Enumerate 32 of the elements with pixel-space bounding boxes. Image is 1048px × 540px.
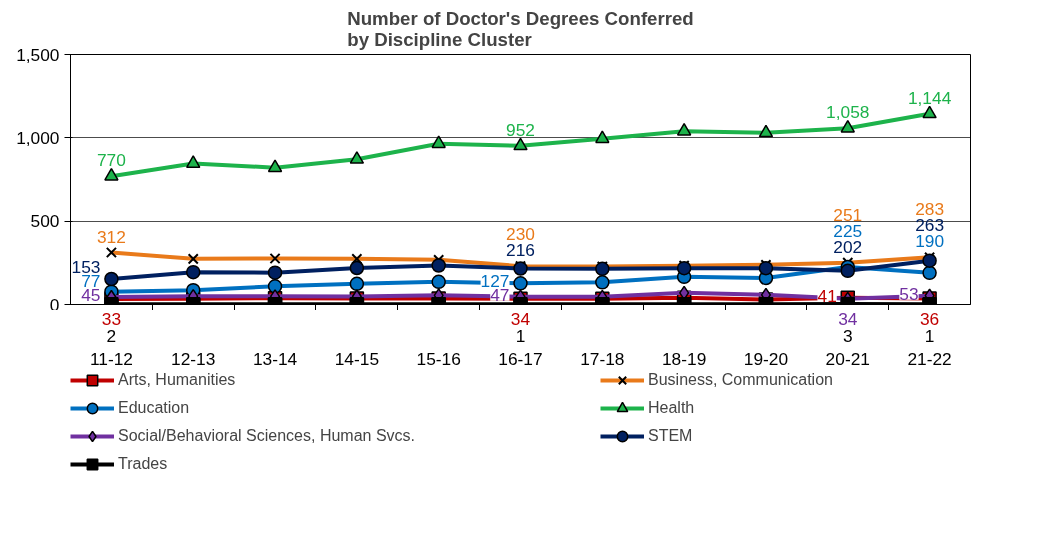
legend-label: Trades — [118, 454, 169, 474]
data-label: 312 — [96, 226, 126, 247]
chart-title: Number of Doctor's Degrees Conferred by Discipline Cluster — [347, 7, 694, 50]
data-label: 952 — [506, 119, 535, 140]
data-label: 770 — [96, 150, 126, 171]
x-tick-label: 12-13 — [171, 348, 216, 369]
x-tick-label: 19-20 — [743, 348, 789, 369]
legend-label: STEM — [648, 426, 694, 446]
data-label: 41 — [817, 285, 837, 306]
data-label: 283 — [915, 199, 945, 220]
y-tick-label: 1,000 — [16, 127, 60, 148]
x-tick-label: 20-21 — [825, 348, 870, 369]
data-label: 1,144 — [907, 87, 952, 108]
x-tick-label: 21-22 — [907, 348, 952, 369]
x-tick-label: 17-18 — [580, 348, 625, 369]
x-tick-label: 13-14 — [252, 348, 298, 369]
legend-label: Arts, Humanities — [118, 370, 237, 390]
x-tick-label: 16-17 — [498, 348, 543, 369]
data-label: 190 — [915, 231, 945, 252]
legend-label: Business, Communication — [648, 370, 834, 390]
data-label: 53 — [899, 283, 919, 304]
legend-label: Social/Behavioral Sciences, Human Svcs. — [118, 426, 417, 446]
x-tick-label: 11-12 — [89, 348, 133, 369]
y-tick-label: 1,500 — [16, 44, 60, 65]
x-tick-label: 14-15 — [334, 348, 380, 369]
x-tick-label: 15-16 — [416, 348, 461, 369]
legend-label: Health — [648, 398, 696, 418]
data-label: 1,058 — [826, 102, 870, 123]
legend-label: Education — [118, 398, 191, 418]
y-tick-label: 0 — [49, 294, 60, 315]
x-tick-label: 18-19 — [661, 348, 707, 369]
y-tick-label: 500 — [30, 211, 60, 232]
